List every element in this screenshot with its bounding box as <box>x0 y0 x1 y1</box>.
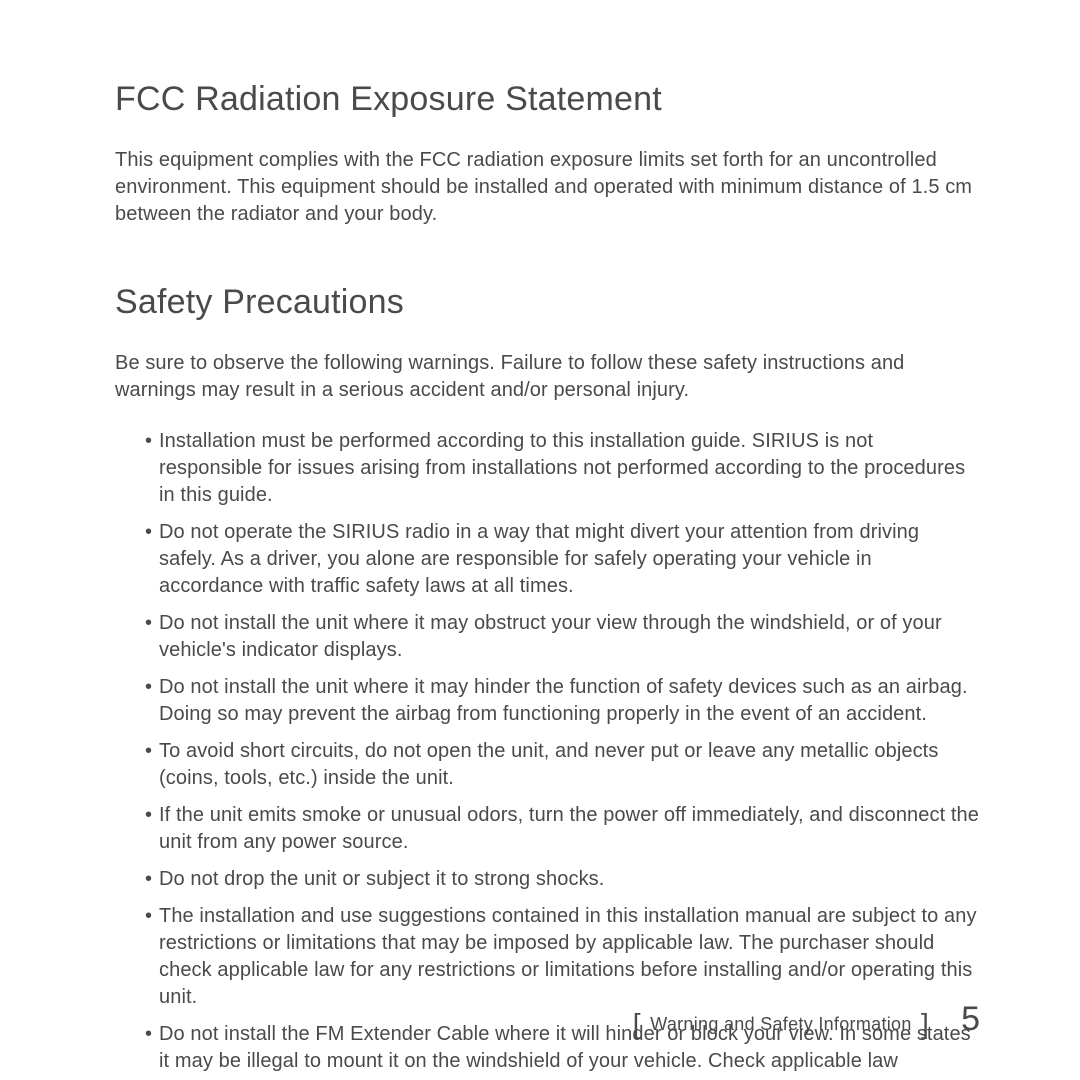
page-footer: [ Warning and Safety Information ] 5 <box>629 1000 980 1040</box>
list-item: The installation and use suggestions con… <box>145 903 980 1011</box>
footer-section-label: [ Warning and Safety Information ] <box>629 1008 933 1040</box>
list-item: If the unit emits smoke or unusual odors… <box>145 802 980 856</box>
paragraph-safety-intro: Be sure to observe the following warning… <box>115 350 980 404</box>
section-heading-safety: Safety Precautions <box>115 283 980 322</box>
page-number: 5 <box>961 1000 980 1039</box>
list-item: Installation must be performed according… <box>145 428 980 509</box>
list-item: Do not install the unit where it may obs… <box>145 610 980 664</box>
bracket-open-icon: [ <box>629 1008 645 1039</box>
list-item: To avoid short circuits, do not open the… <box>145 738 980 792</box>
footer-label-text: Warning and Safety Information <box>650 1014 911 1034</box>
bracket-close-icon: ] <box>917 1008 933 1039</box>
list-item: Do not drop the unit or subject it to st… <box>145 866 980 893</box>
list-item: Do not operate the SIRIUS radio in a way… <box>145 519 980 600</box>
document-page: FCC Radiation Exposure Statement This eq… <box>0 0 1080 1080</box>
list-item: Do not install the unit where it may hin… <box>145 674 980 728</box>
safety-bullet-list: Installation must be performed according… <box>115 428 980 1075</box>
section-heading-fcc: FCC Radiation Exposure Statement <box>115 80 980 119</box>
paragraph-fcc-statement: This equipment complies with the FCC rad… <box>115 147 980 228</box>
